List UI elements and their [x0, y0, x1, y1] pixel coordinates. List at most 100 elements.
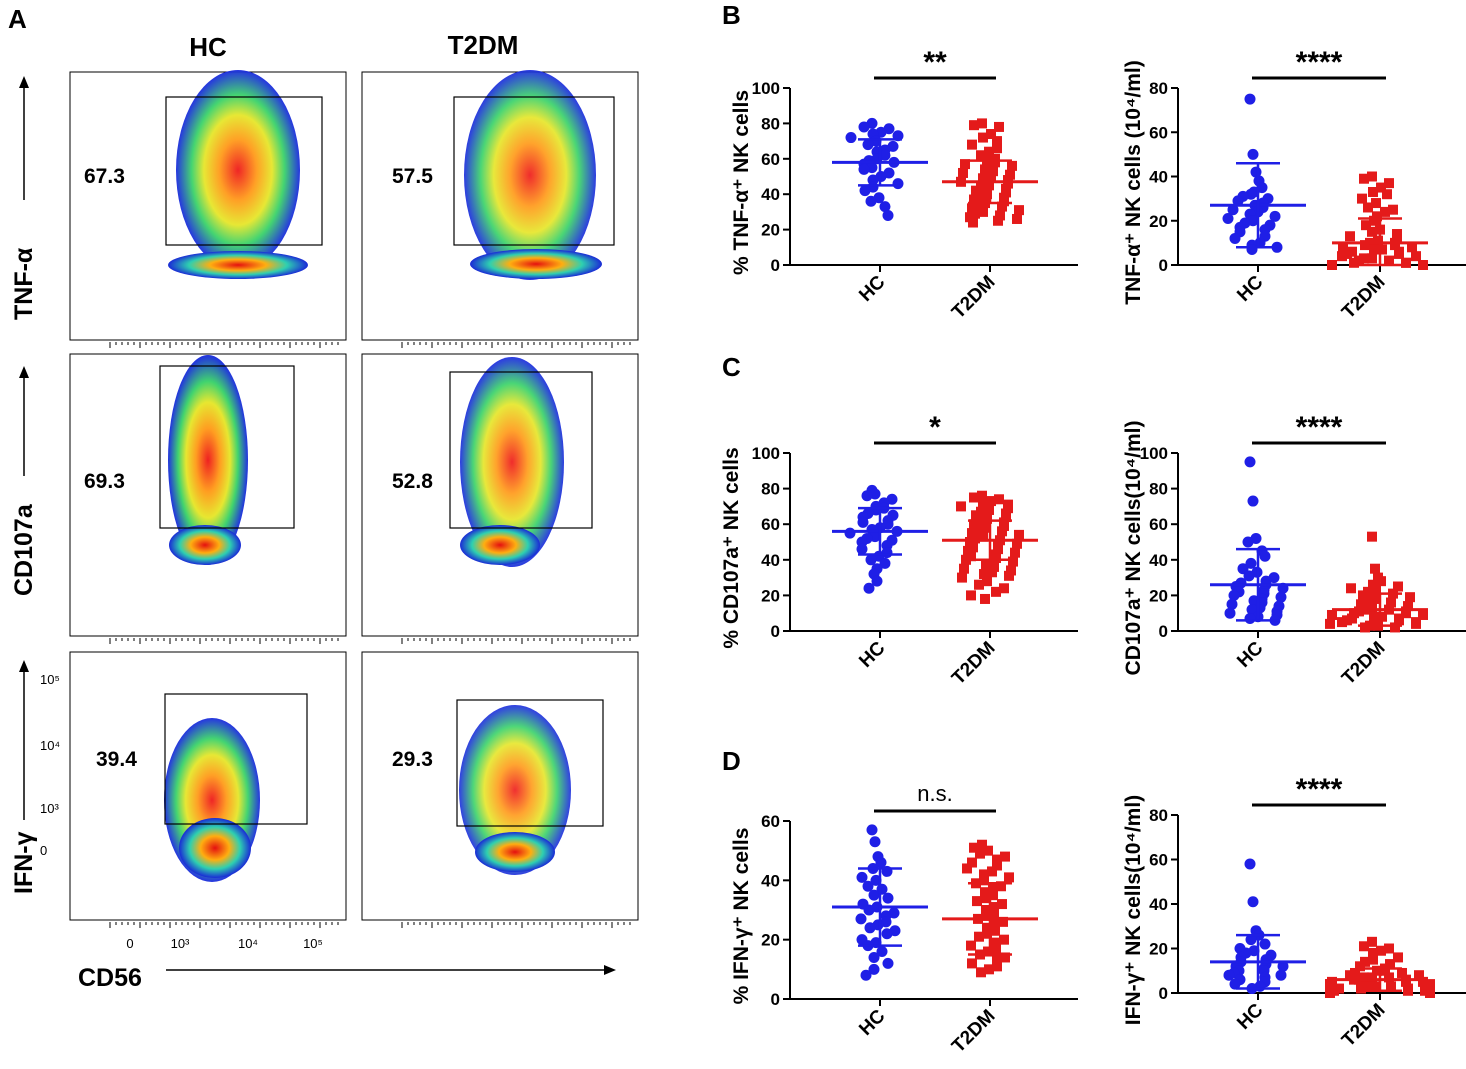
- gate-tnf-hc: [165, 96, 323, 246]
- data-point-t2dm: [958, 167, 968, 178]
- data-point-t2dm: [1007, 160, 1017, 171]
- y-tick-label: 20: [1149, 940, 1168, 959]
- data-point-t2dm: [1368, 579, 1378, 590]
- data-point-t2dm: [1010, 547, 1020, 558]
- data-point-t2dm: [956, 501, 966, 512]
- data-point-t2dm: [1012, 538, 1022, 549]
- data-point-hc: [865, 195, 877, 207]
- data-point-hc: [1277, 960, 1289, 972]
- data-point-t2dm: [981, 905, 991, 915]
- data-point-hc: [1243, 570, 1255, 582]
- data-point-t2dm: [1358, 590, 1368, 601]
- data-point-t2dm: [1355, 961, 1365, 972]
- y-axis-label: % TNF-α⁺ NK cells: [730, 90, 753, 275]
- data-point-t2dm: [994, 494, 1004, 505]
- data-point-t2dm: [988, 884, 998, 895]
- data-point-t2dm: [1367, 253, 1377, 264]
- data-point-hc: [1244, 858, 1256, 870]
- flow-plots: 67.3 57.5 69.3 52.8 39.4 29.3: [69, 70, 639, 921]
- data-point-t2dm: [1384, 972, 1394, 983]
- y-tick-label: 80: [761, 114, 780, 133]
- data-point-t2dm: [968, 217, 978, 228]
- data-point-t2dm: [1367, 972, 1377, 983]
- y-axis-label: % IFN-γ⁺ NK cells: [730, 828, 753, 1005]
- y-tick-label: 60: [761, 812, 780, 831]
- data-point-t2dm: [982, 922, 992, 933]
- data-point-hc: [858, 163, 870, 175]
- y-tick-label: 80: [1149, 79, 1168, 98]
- y-tick-label: 20: [1149, 212, 1168, 231]
- data-point-t2dm: [1000, 851, 1010, 862]
- data-point-t2dm: [999, 196, 1009, 207]
- gate-value-tnf-t2dm: 57.5: [392, 165, 433, 188]
- data-point-t2dm: [1012, 213, 1022, 224]
- data-point-t2dm: [1369, 981, 1379, 992]
- x-tick-label: HC: [855, 1005, 889, 1039]
- data-point-t2dm: [1394, 248, 1404, 259]
- data-point-hc: [1232, 195, 1244, 207]
- data-point-t2dm: [1403, 985, 1413, 996]
- data-point-t2dm: [1367, 936, 1377, 947]
- gate-value-cd107a-hc: 69.3: [84, 470, 125, 493]
- data-point-t2dm: [979, 569, 989, 580]
- data-point-hc: [875, 857, 887, 869]
- data-point-t2dm: [980, 522, 990, 533]
- data-point-hc: [1228, 589, 1240, 601]
- y-tick-label: 60: [761, 515, 780, 534]
- data-point-t2dm: [1360, 622, 1370, 633]
- data-point-t2dm: [1004, 872, 1014, 883]
- data-point-t2dm: [975, 848, 985, 859]
- gate-value-ifn-t2dm: 29.3: [392, 748, 433, 771]
- data-point-t2dm: [1401, 257, 1411, 268]
- data-point-hc: [1244, 456, 1256, 468]
- data-point-t2dm: [974, 931, 984, 942]
- data-point-t2dm: [1346, 583, 1356, 594]
- data-point-t2dm: [976, 150, 986, 161]
- data-point-hc: [882, 957, 894, 969]
- data-point-t2dm: [1337, 251, 1347, 262]
- data-point-t2dm: [1327, 609, 1337, 620]
- data-point-t2dm: [1349, 257, 1359, 268]
- data-point-t2dm: [997, 201, 1007, 212]
- data-point-t2dm: [989, 561, 999, 572]
- y-tick-label: 20: [761, 586, 780, 605]
- data-point-hc: [845, 132, 857, 144]
- x-tick-label: HC: [855, 271, 889, 305]
- data-point-t2dm: [969, 194, 979, 205]
- data-point-t2dm: [978, 206, 988, 217]
- data-point-t2dm: [1373, 235, 1383, 246]
- data-point-t2dm: [1388, 204, 1398, 215]
- data-point-t2dm: [1014, 529, 1024, 540]
- data-point-hc: [866, 824, 878, 836]
- data-point-hc: [864, 922, 876, 934]
- data-point-hc: [871, 575, 883, 587]
- data-point-t2dm: [969, 120, 979, 131]
- data-point-t2dm: [1401, 608, 1411, 619]
- flow-x-ticks: 0 10³ 10⁴ 10⁵: [126, 936, 323, 951]
- data-point-t2dm: [980, 887, 990, 898]
- x-tick-label: HC: [1233, 637, 1267, 671]
- data-point-t2dm: [981, 560, 991, 571]
- data-point-t2dm: [1338, 242, 1348, 253]
- data-point-hc: [1227, 204, 1239, 216]
- data-point-hc: [1222, 213, 1234, 225]
- data-point-t2dm: [999, 583, 1009, 594]
- data-point-t2dm: [986, 129, 996, 140]
- panel-letter-b: B: [722, 0, 741, 30]
- data-point-t2dm: [977, 839, 987, 850]
- chart-d1: 0 20 40 60 % IFN-γ⁺ NK cells HC T2DM n.s.: [730, 781, 1078, 1057]
- significance-label: ****: [1296, 773, 1343, 806]
- gate-value-tnf-hc: 67.3: [84, 165, 125, 188]
- data-point-t2dm: [990, 157, 1000, 168]
- x-tick-label: HC: [855, 637, 889, 671]
- data-point-hc: [892, 178, 904, 190]
- data-point-t2dm: [992, 961, 1002, 972]
- data-point-t2dm: [988, 890, 998, 901]
- data-point-t2dm: [980, 893, 990, 904]
- data-point-t2dm: [1327, 260, 1337, 270]
- data-point-hc: [865, 554, 877, 566]
- gate-cd107a-hc: [159, 365, 295, 529]
- data-point-t2dm: [1001, 187, 1011, 198]
